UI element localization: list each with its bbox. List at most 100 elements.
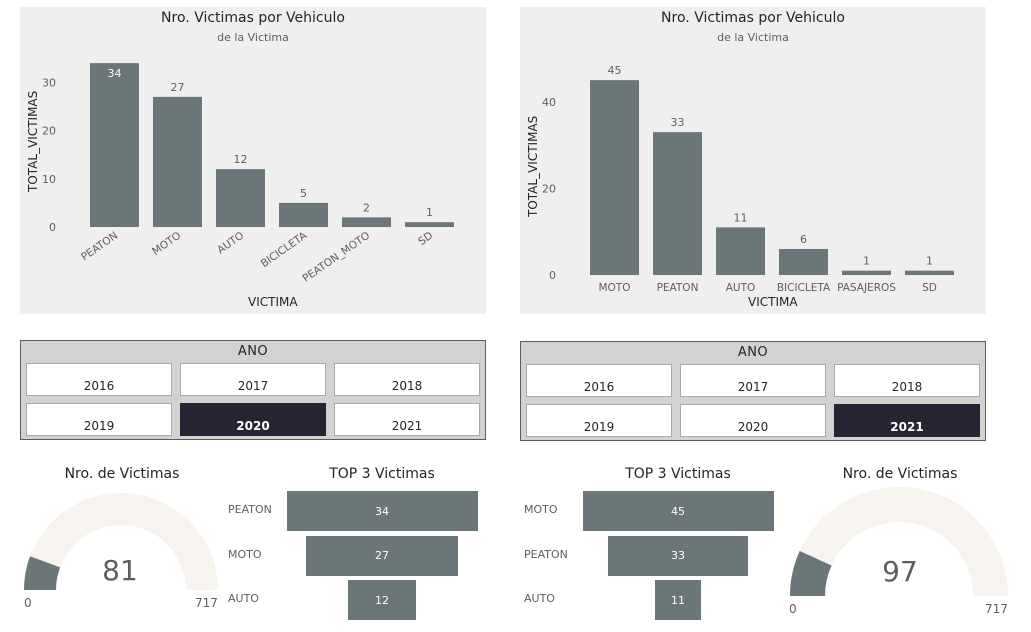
gauge-min-label: 0: [24, 596, 32, 610]
funnel-bar[interactable]: 11: [654, 580, 702, 620]
chart-subtitle: de la Victima: [217, 31, 289, 44]
y-tick-label: 20: [42, 125, 56, 138]
chart-subtitle: de la Victima: [717, 31, 789, 44]
y-tick-label: 30: [42, 76, 56, 89]
gauge-max-label: 717: [195, 596, 218, 610]
gauge-fill: [24, 556, 61, 590]
gauge-card-right: Nro. de Victimas 97 0 717: [770, 460, 1030, 630]
x-tick-label: AUTO: [215, 230, 246, 257]
funnel-value-label: 33: [670, 549, 685, 562]
data-label: 33: [671, 116, 685, 129]
gauge-value: 81: [102, 554, 138, 587]
x-axis-title: VICTIMA: [248, 295, 298, 309]
gauge-value: 97: [882, 555, 918, 588]
bar[interactable]: [279, 202, 328, 227]
slicer-year-button[interactable]: 2018: [334, 363, 480, 396]
funnel-bar[interactable]: 45: [582, 491, 774, 531]
data-label: 2: [363, 201, 370, 214]
x-tick-label: AUTO: [726, 282, 756, 294]
slicer-year-button[interactable]: 2019: [26, 403, 172, 436]
chart-title: Nro. Victimas por Vehiculo: [661, 10, 845, 26]
slicer-title: ANO: [737, 345, 769, 360]
y-tick-label: 40: [542, 96, 556, 109]
slicer-year-button[interactable]: 2017: [680, 364, 826, 397]
funnel-top3-right: TOP 3 Victimas MOTO 45 PEATON 33 AUTO 11: [518, 460, 788, 630]
bar[interactable]: [653, 132, 702, 275]
bar[interactable]: [716, 227, 765, 275]
x-tick-label: PEATON: [657, 282, 699, 294]
gauge-card-left: Nro. de Victimas 81 0 717: [0, 460, 240, 630]
funnel-top3-left: TOP 3 Victimas PEATON 34 MOTO 27 AUTO 12: [222, 460, 492, 630]
funnel-category-label: MOTO: [524, 503, 558, 516]
x-tick-label: BICICLETA: [777, 282, 831, 294]
gauge-right-arc: [790, 487, 1008, 596]
slicer-title: ANO: [237, 344, 269, 359]
data-label: 6: [800, 233, 807, 246]
gauge-title: Nro. de Victimas: [64, 466, 180, 482]
slicer-year-button[interactable]: 2018: [834, 364, 980, 397]
data-label: 11: [734, 211, 748, 224]
funnel-category-label: PEATON: [524, 547, 568, 561]
gauge-fill: [790, 551, 832, 596]
funnel-category-label: MOTO: [228, 547, 262, 561]
slicer-year-button[interactable]: 2016: [26, 363, 172, 396]
funnel-bar[interactable]: 12: [348, 580, 416, 620]
funnel-bar[interactable]: 27: [306, 535, 458, 576]
y-tick-label: 0: [549, 269, 556, 282]
funnel-bar[interactable]: 34: [286, 491, 478, 531]
slicer-year-button[interactable]: 2021: [334, 403, 480, 436]
year-slicer-left: ANO 2016 2017 2018 2019 2020 2021: [20, 340, 486, 440]
bar[interactable]: [842, 270, 891, 275]
x-tick-label: PEATON: [79, 230, 120, 264]
bar[interactable]: [342, 217, 391, 227]
slicer-year-button[interactable]: 2020: [180, 403, 326, 436]
bar-chart-left-plot: 0 10 20 30 34 PEATON 27 MOTO 12 AUTO 5 BICICLETA 2 PE…: [42, 63, 454, 285]
bar-chart-right-plot: 0 20 40 45 MOTO 33 PEATON 11 AUTO 6 BICICLETA 1 PASA…: [542, 64, 954, 294]
slicer-year-button[interactable]: 2017: [180, 363, 326, 396]
data-label: 1: [926, 255, 933, 268]
slicer-year-button[interactable]: 2020: [680, 404, 826, 437]
x-tick-label: PASAJEROS: [837, 282, 896, 294]
data-label: 34: [108, 67, 122, 80]
x-tick-label: PEATON_MOTO: [301, 230, 373, 285]
gauge-title: Nro. de Victimas: [842, 466, 958, 482]
chart-title: Nro. Victimas por Vehiculo: [161, 10, 345, 26]
funnel-value-label: 34: [375, 504, 389, 518]
data-label: 1: [426, 206, 433, 219]
x-axis-title: VICTIMA: [748, 295, 798, 309]
bar[interactable]: [153, 96, 202, 227]
bar-chart-left: Nro. Victimas por Vehiculo de la Victima…: [20, 7, 486, 314]
data-label: 12: [234, 153, 248, 166]
gauge-track: [24, 493, 218, 590]
funnel-value-label: 45: [671, 504, 685, 518]
slicer-year-button[interactable]: 2021: [834, 404, 980, 437]
funnel-category-label: PEATON: [228, 503, 272, 516]
data-label: 27: [171, 81, 185, 94]
funnel-value-label: 27: [374, 549, 389, 562]
slicer-year-button[interactable]: 2019: [526, 404, 672, 437]
gauge-left-arc: [24, 493, 218, 590]
bar[interactable]: [905, 270, 954, 275]
funnel-title: TOP 3 Victimas: [625, 466, 731, 482]
x-tick-label: BICICLETA: [259, 229, 310, 270]
bar[interactable]: [779, 249, 828, 275]
data-label: 5: [300, 187, 307, 200]
gauge-track: [790, 487, 1008, 596]
bar[interactable]: [405, 222, 454, 227]
bar[interactable]: [590, 80, 639, 276]
funnel-category-label: AUTO: [228, 592, 259, 605]
x-tick-label: SD: [922, 282, 937, 294]
y-tick-label: 20: [542, 182, 556, 195]
year-slicer-right: ANO 2016 2017 2018 2019 2020 2021: [520, 341, 986, 441]
data-label: 1: [863, 255, 870, 268]
funnel-value-label: 11: [670, 593, 685, 607]
funnel-category-label: AUTO: [524, 592, 555, 605]
slicer-year-button[interactable]: 2016: [526, 364, 672, 397]
x-tick-label: SD: [416, 230, 435, 248]
data-label: 45: [608, 64, 622, 77]
bar[interactable]: [216, 169, 265, 227]
bar[interactable]: [90, 63, 139, 228]
funnel-value-label: 12: [374, 593, 389, 607]
funnel-bar[interactable]: 33: [607, 535, 749, 576]
x-tick-label: MOTO: [598, 282, 630, 294]
